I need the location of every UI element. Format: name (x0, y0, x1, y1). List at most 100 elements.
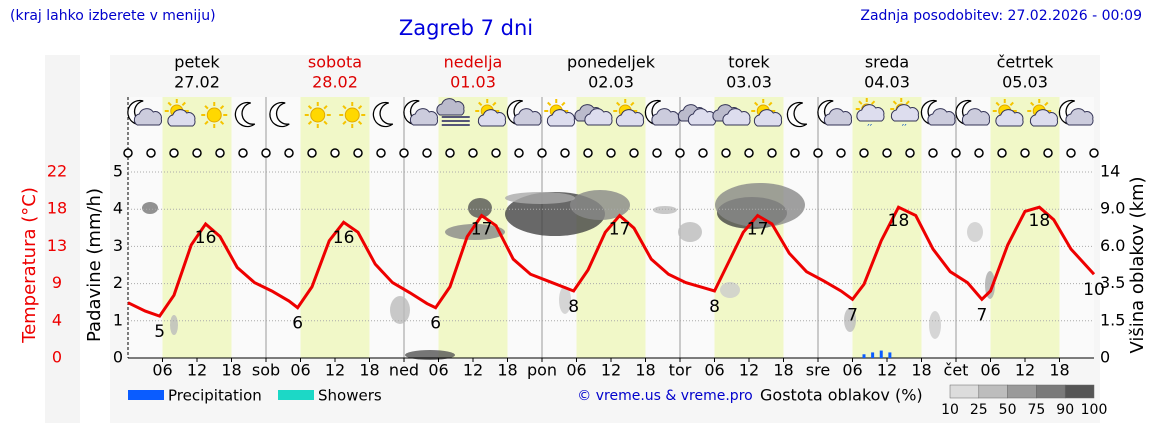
precipitation-bar (888, 352, 892, 358)
x-tick-label: 18 (221, 361, 241, 380)
icon-sun (206, 107, 222, 123)
note: (kraj lahko izberete v meniju) (10, 8, 216, 24)
wind-marker (491, 148, 501, 158)
temperature-tick-label: 13 (47, 236, 67, 255)
cloud-density (390, 296, 410, 324)
icon-ray (307, 120, 313, 125)
wind-marker (583, 148, 593, 158)
temperature-tick-label: 0 (52, 348, 62, 367)
wind-marker (606, 148, 616, 158)
temperature-label: 8 (568, 297, 579, 317)
icon-row: ′′ ′′ (127, 98, 1094, 135)
icon-ray (768, 101, 773, 107)
temperature-label: 7 (976, 305, 987, 325)
temperature-tick-label: 4 (52, 310, 62, 329)
wind-marker (997, 148, 1007, 158)
temperature-label: 17 (609, 220, 631, 240)
icon-moon (269, 101, 290, 128)
wind-marker (560, 148, 570, 158)
x-tick-label: sre (806, 361, 830, 380)
precipitation-bar (862, 354, 866, 358)
temperature-tick-label: 9 (52, 273, 62, 292)
wind-marker (146, 148, 156, 158)
wind-marker (767, 148, 777, 158)
icon-rain: ′′ (867, 122, 872, 135)
wind-marker (698, 148, 708, 158)
wind-marker (445, 148, 455, 158)
wind-marker (721, 148, 731, 158)
x-tick-label: 18 (911, 361, 931, 380)
wind-marker (284, 148, 294, 158)
wind-marker (537, 148, 547, 158)
cloud-scale-box (949, 384, 980, 399)
temperature-line (127, 205, 1096, 318)
icon-moon (786, 101, 808, 128)
x-tick-label: 18 (359, 361, 379, 380)
icon-ray (754, 101, 759, 107)
y2-tick-label: 6.0 (1100, 236, 1125, 255)
cloud-density (929, 311, 941, 339)
wind-marker (1043, 148, 1053, 158)
cloud-density (967, 222, 983, 242)
cloud-scale-label: 25 (970, 402, 988, 418)
temperature-tick-label: 18 (47, 199, 67, 218)
temperature-label: 17 (747, 220, 769, 240)
cloud-scale-label: 75 (1027, 402, 1045, 418)
wind-marker (307, 148, 317, 158)
x-tick-label: 06 (704, 361, 724, 380)
icon-ray (892, 100, 898, 105)
legend-label: Showers (318, 387, 382, 405)
day-name: ponedeljek (567, 53, 656, 72)
icon-ray (307, 105, 313, 110)
left-strip (45, 55, 80, 423)
icon-ray (1009, 101, 1014, 107)
y-axis-title: Padavine (mm/h) (84, 188, 105, 342)
x-tick-label: 06 (842, 361, 862, 380)
day-date: 05.03 (1002, 73, 1048, 92)
wind-marker (882, 148, 892, 158)
cloud-scale-box (978, 384, 1008, 399)
y2-tick-label: 1.5 (1100, 310, 1125, 329)
wind-marker (468, 148, 478, 158)
icon-cloud (995, 109, 1024, 127)
icon-ray (342, 105, 347, 110)
wind-marker (376, 148, 386, 158)
cloud-density (559, 286, 571, 314)
x-tick-label: ned (389, 361, 419, 380)
wind-marker (1066, 148, 1076, 158)
y2-tick-label: 3.5 (1100, 273, 1125, 292)
x-tick-label: 06 (980, 361, 1000, 380)
wind-marker (514, 148, 524, 158)
day-name: četrtek (997, 53, 1055, 72)
icon-ray (204, 120, 209, 125)
cloud-density (715, 183, 805, 227)
cloud-density (570, 190, 630, 220)
icon-cloud (546, 109, 576, 127)
cloud-scale-box (1036, 384, 1066, 399)
temperature-label: 10 (1083, 280, 1105, 300)
wind-marker (813, 148, 823, 158)
wind-marker (675, 148, 685, 158)
icon-ray (870, 100, 876, 105)
cloud-scale-box (1064, 384, 1095, 399)
icon-cloud (477, 109, 507, 127)
icon-cloud (753, 109, 783, 127)
day-date: 27.02 (174, 73, 220, 92)
y2-tick-label: 9.0 (1100, 199, 1125, 218)
cloud-scale-title: Gostota oblakov (%) (760, 386, 923, 405)
y-tick-label: 5 (113, 162, 123, 181)
x-tick-label: čet (944, 361, 969, 380)
icon-ray (357, 105, 363, 110)
icon-cloud (436, 98, 465, 116)
wind-marker (215, 148, 225, 158)
x-tick-label: tor (669, 361, 692, 380)
temperature-label: 7 (847, 305, 858, 325)
cloud-scale-label: 50 (999, 402, 1017, 418)
precipitation-bar (871, 352, 875, 358)
icon-ray (219, 105, 225, 110)
day-date: 03.03 (726, 73, 772, 92)
day-date: 28.02 (312, 73, 358, 92)
wind-marker (169, 148, 179, 158)
y-tick-label: 0 (113, 348, 123, 367)
